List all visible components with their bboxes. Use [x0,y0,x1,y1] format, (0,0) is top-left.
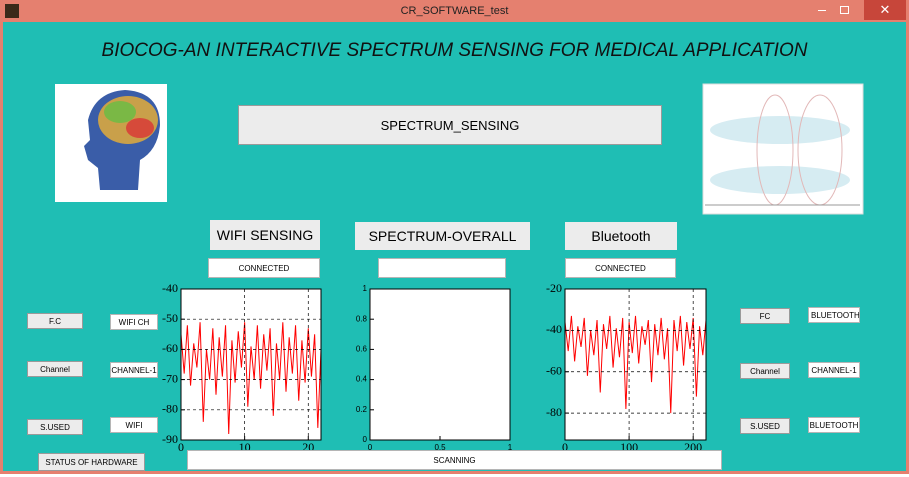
network-diagram [703,84,863,214]
y-tick-label: 1 [363,284,368,293]
chart-label: WIFI SENSING [210,220,320,250]
status-hardware-button[interactable]: STATUS OF HARDWARE [38,453,145,471]
y-tick-label: 0.8 [356,314,368,323]
brain-image [55,84,167,202]
sused-button[interactable]: S.USED [740,418,790,434]
x-tick-label: 0 [178,440,184,454]
page: {"window": {"title": "CR_SOFTWARE_test"}… [0,0,909,477]
y-tick-label: -50 [162,311,178,325]
status-field[interactable] [378,258,506,278]
y-tick-label: -20 [546,281,562,295]
fc-button[interactable]: F.C [27,313,83,329]
spectrum-sensing-button[interactable]: SPECTRUM_SENSING [238,105,662,145]
text-field[interactable]: WIFI CH [110,314,158,330]
y-tick-label: 0.4 [356,375,368,384]
y-tick-label: -80 [546,405,562,419]
y-tick-label: -70 [162,371,178,385]
fc-button[interactable]: FC [740,308,790,324]
status-field[interactable]: CONNECTED [208,258,320,278]
chart-label: SPECTRUM-OVERALL [355,222,530,250]
plot-area [181,289,321,440]
text-field[interactable]: BLUETOOTH [808,417,860,433]
y-tick-label: -60 [162,341,178,355]
text-field[interactable]: CHANNEL-1 [110,362,158,378]
sused-button[interactable]: S.USED [27,419,83,435]
y-tick-label: -80 [162,402,178,416]
text-field[interactable]: CHANNEL-1 [808,362,860,378]
plot-area [565,289,706,440]
status-field[interactable]: CONNECTED [565,258,676,278]
y-tick-label: 0.6 [356,345,368,354]
y-tick-label: -60 [546,363,562,377]
scanning-field[interactable]: SCANNING [187,450,722,470]
y-tick-label: -40 [162,281,178,295]
channel-button[interactable]: Channel [27,361,83,377]
heading: BIOCOG-AN INTERACTIVE SPECTRUM SENSING F… [0,40,909,62]
chart-label: Bluetooth [565,222,677,250]
text-field[interactable]: WIFI [110,417,158,433]
y-tick-label: 0.2 [356,405,368,414]
plot-area [370,289,510,440]
y-tick-label: -90 [162,432,178,446]
text-field[interactable]: BLUETOOTH CH [808,307,860,323]
y-tick-label: -40 [546,322,562,336]
channel-button[interactable]: Channel [740,363,790,379]
